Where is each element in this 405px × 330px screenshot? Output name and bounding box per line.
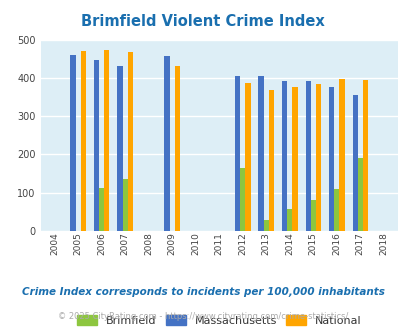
Bar [357, 158, 362, 231]
Bar [99, 188, 104, 231]
Bar [234, 76, 240, 231]
Bar [339, 79, 344, 231]
Bar [104, 50, 109, 231]
Bar [352, 95, 357, 231]
Bar [164, 56, 169, 231]
Bar [305, 81, 310, 231]
Bar [281, 81, 286, 231]
Bar [122, 179, 128, 231]
Text: Brimfield Violent Crime Index: Brimfield Violent Crime Index [81, 14, 324, 29]
Bar [94, 59, 99, 231]
Legend: Brimfield, Massachusetts, National: Brimfield, Massachusetts, National [72, 309, 366, 330]
Bar [128, 52, 133, 231]
Bar [263, 220, 268, 231]
Bar [240, 168, 245, 231]
Bar [175, 66, 179, 231]
Bar [117, 66, 122, 231]
Bar [258, 76, 263, 231]
Text: Crime Index corresponds to incidents per 100,000 inhabitants: Crime Index corresponds to incidents per… [21, 287, 384, 297]
Bar [268, 90, 273, 231]
Bar [70, 55, 75, 231]
Bar [292, 87, 297, 231]
Bar [310, 200, 315, 231]
Bar [286, 209, 292, 231]
Bar [315, 84, 320, 231]
Bar [81, 51, 86, 231]
Bar [328, 87, 333, 231]
Text: © 2025 CityRating.com - https://www.cityrating.com/crime-statistics/: © 2025 CityRating.com - https://www.city… [58, 312, 347, 321]
Bar [333, 189, 339, 231]
Bar [362, 80, 367, 231]
Bar [245, 83, 250, 231]
